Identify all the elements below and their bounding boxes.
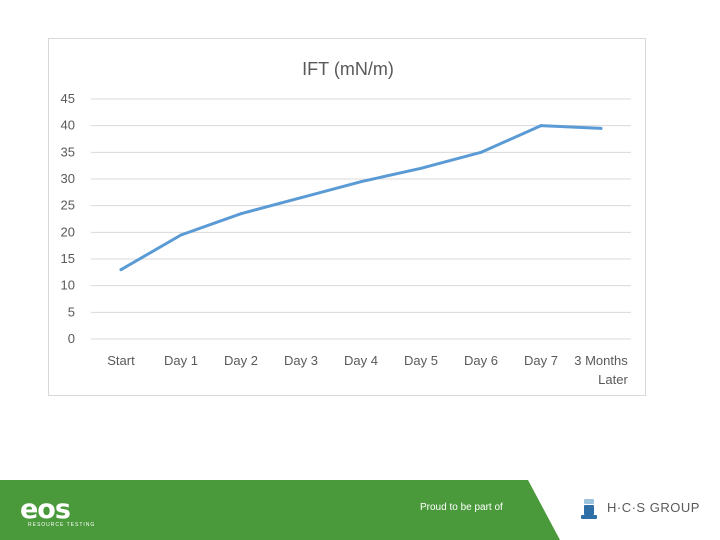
x-tick-label: Day 5 [404,353,438,368]
footer-shapes [0,480,560,540]
y-tick-label: 10 [61,278,75,293]
series-line-ift [119,124,603,272]
eos-logo: eos [20,494,71,525]
footer-green-band [0,480,560,540]
data-point [299,196,303,200]
y-tick-label: 15 [61,251,75,266]
data-point [119,268,123,272]
y-tick-label: 40 [61,118,75,133]
hcs-group-icon [581,499,597,519]
y-tick-label: 0 [68,331,75,346]
x-tick-label: Day 3 [284,353,318,368]
y-tick-label: 25 [61,198,75,213]
eos-tagline: RESOURCE TESTING [28,522,96,528]
data-point [479,150,483,154]
x-tick-label: 3 Months Later [574,353,628,387]
y-tick-label: 45 [61,91,75,106]
proud-text: Proud to be part of [420,502,503,513]
x-tick-label: Day 7 [524,353,558,368]
data-point [179,233,183,237]
footer-bar [0,480,720,540]
data-point [599,126,603,130]
y-tick-label: 5 [68,304,75,319]
x-tick-label: Day 1 [164,353,198,368]
x-tick-label: Day 2 [224,353,258,368]
x-tick-label: Start [107,353,135,368]
ift-line-chart: IFT (mN/m) 0 5 10 15 20 25 30 35 40 45 Start Day 1 Da… [61,59,631,387]
data-point [539,124,543,128]
x-tick-label: Day 6 [464,353,498,368]
data-point [239,212,243,216]
y-tick-label: 35 [61,144,75,159]
chart-title: IFT (mN/m) [302,59,394,79]
y-tick-label: 20 [61,224,75,239]
y-tick-label: 30 [61,171,75,186]
hcs-group-name: H·C·S GROUP [607,500,700,515]
x-tick-label: Day 4 [344,353,378,368]
data-point [419,166,423,170]
chart-frame: IFT (mN/m) 0 5 10 15 20 25 30 35 40 45 Start Day 1 Da… [48,38,646,396]
data-point [359,180,363,184]
